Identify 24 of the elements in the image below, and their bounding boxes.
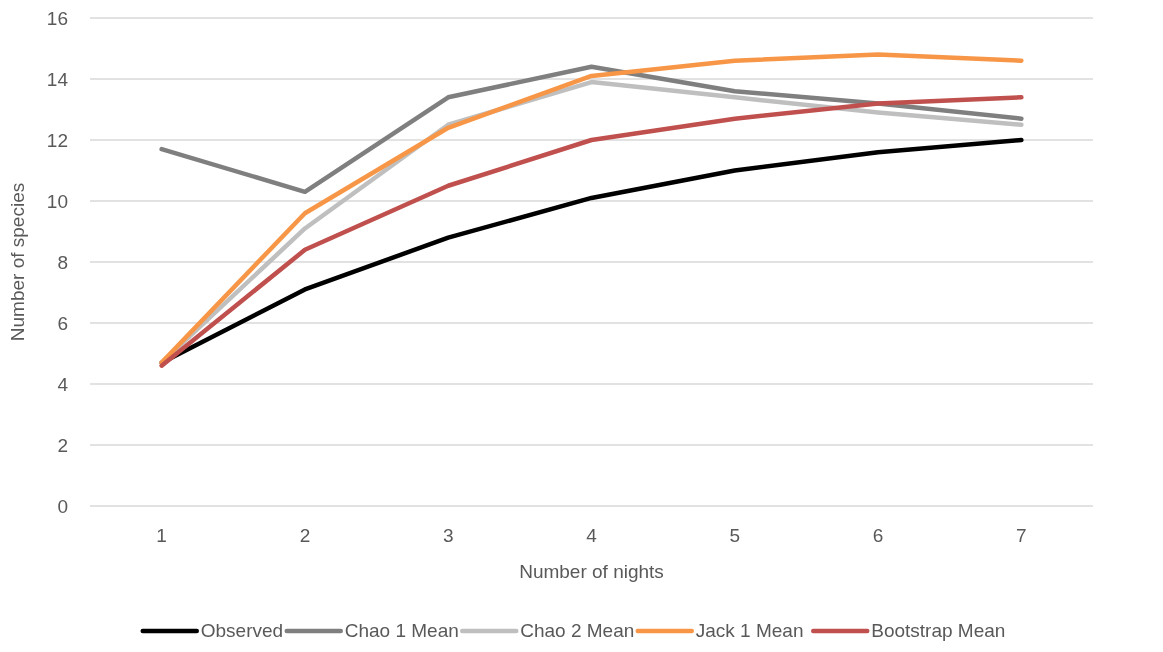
x-tick-label: 2 [299,525,311,546]
legend-label: Chao 2 Mean [520,620,635,641]
line-series [159,64,1024,195]
x-tick-label: 6 [872,525,884,546]
y-tick-label: 16 [46,7,68,29]
legend-label: Observed [200,620,284,641]
y-tick-label: 4 [57,373,69,395]
legend-label: Jack 1 Mean [695,620,804,641]
x-tick-label: 4 [586,525,598,546]
y-tick-label: 2 [57,434,68,456]
x-axis-title: Number of nights [519,561,664,582]
y-tick-label: 12 [46,129,68,151]
y-tick-label: 10 [46,190,68,212]
x-tick-label: 5 [729,525,741,546]
x-tick-label: 7 [1016,525,1027,546]
x-tick-label: 1 [156,525,167,546]
y-tick-label: 8 [57,251,68,273]
x-tick-label: 3 [442,525,454,546]
y-tick-label: 0 [57,495,68,517]
legend-label: Bootstrap Mean [871,620,1006,641]
y-axis-title: Number of species [7,182,28,342]
y-tick-label: 14 [46,68,69,90]
legend-label: Chao 1 Mean [344,620,459,641]
y-tick-label: 6 [57,312,68,334]
